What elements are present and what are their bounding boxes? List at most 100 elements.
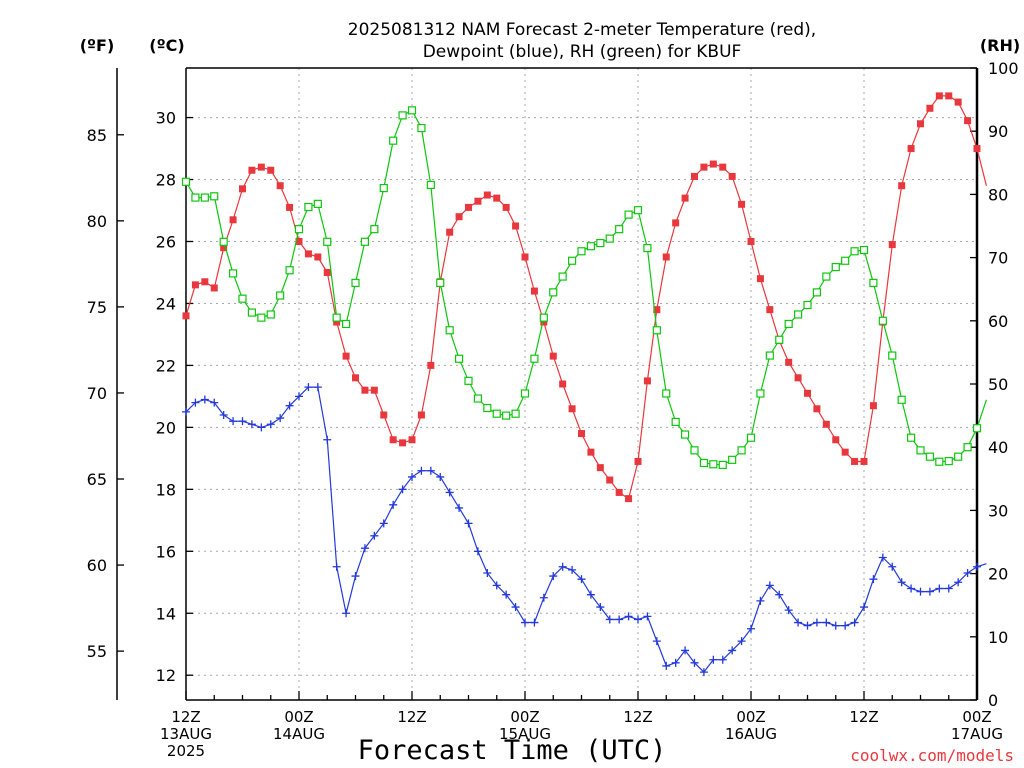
x-tick-label: 00Z bbox=[736, 708, 765, 726]
data-point bbox=[210, 398, 219, 407]
data-point bbox=[267, 166, 275, 174]
data-point bbox=[238, 417, 247, 426]
data-point bbox=[634, 615, 642, 624]
data-point bbox=[765, 351, 774, 360]
data-point bbox=[596, 603, 605, 612]
fahrenheit-unit-label: (ºF) bbox=[80, 36, 115, 55]
data-point bbox=[578, 430, 585, 438]
x-tick-label: 00Z bbox=[510, 708, 539, 726]
rh-tick-label: 50 bbox=[988, 375, 1008, 394]
data-point bbox=[652, 637, 661, 646]
data-point bbox=[671, 417, 680, 427]
data-point bbox=[370, 386, 378, 394]
grid-lines bbox=[186, 68, 977, 700]
data-point bbox=[691, 172, 698, 180]
data-point bbox=[200, 193, 209, 202]
data-point bbox=[436, 472, 445, 481]
data-point bbox=[765, 581, 774, 590]
data-point bbox=[379, 519, 388, 528]
data-point bbox=[709, 460, 718, 469]
celsius-tick-label: 30 bbox=[156, 109, 176, 128]
data-point bbox=[446, 228, 454, 236]
data-point bbox=[869, 575, 878, 584]
rh-tick-label: 20 bbox=[988, 565, 1008, 584]
data-point bbox=[512, 222, 520, 230]
celsius-tick-label: 28 bbox=[156, 171, 176, 190]
series-rh bbox=[181, 106, 987, 469]
data-point bbox=[276, 414, 285, 423]
data-point bbox=[850, 247, 859, 256]
data-point bbox=[304, 250, 312, 258]
data-point bbox=[897, 578, 906, 587]
fahrenheit-tick-label: 55 bbox=[87, 642, 107, 661]
data-point bbox=[219, 410, 228, 419]
data-point bbox=[935, 584, 944, 593]
data-point bbox=[323, 237, 332, 246]
data-point bbox=[785, 358, 793, 366]
data-point bbox=[954, 578, 963, 587]
x-tick-label: 00Z bbox=[284, 708, 313, 726]
data-point bbox=[681, 194, 689, 202]
data-point bbox=[436, 278, 445, 287]
data-point bbox=[841, 256, 850, 265]
data-point bbox=[568, 565, 577, 574]
data-point bbox=[539, 593, 548, 602]
data-point bbox=[474, 197, 482, 205]
data-point bbox=[898, 182, 906, 190]
data-point bbox=[700, 163, 708, 171]
data-point bbox=[417, 123, 426, 133]
data-point bbox=[539, 313, 548, 322]
data-point bbox=[718, 460, 727, 469]
data-point bbox=[257, 163, 265, 171]
x-axis-label: Forecast Time (UTC) bbox=[358, 735, 667, 766]
data-point bbox=[718, 655, 727, 664]
data-point bbox=[454, 354, 464, 363]
data-point bbox=[333, 318, 341, 326]
data-point bbox=[455, 503, 464, 512]
data-point bbox=[370, 531, 379, 540]
data-point bbox=[502, 590, 511, 599]
data-point bbox=[653, 306, 661, 314]
fahrenheit-tick-label: 85 bbox=[87, 126, 107, 145]
fahrenheit-tick-label: 80 bbox=[87, 212, 107, 231]
data-point bbox=[483, 568, 492, 577]
data-point bbox=[549, 288, 558, 297]
data-point bbox=[473, 547, 482, 556]
data-point bbox=[643, 377, 651, 385]
data-point bbox=[370, 225, 379, 234]
data-point bbox=[813, 405, 821, 413]
data-point bbox=[917, 120, 924, 128]
celsius-unit-label: (ºC) bbox=[149, 36, 184, 55]
data-point bbox=[294, 225, 304, 234]
data-point bbox=[511, 409, 520, 418]
data-point bbox=[511, 603, 520, 612]
data-point bbox=[502, 203, 510, 211]
rh-tick-label: 100 bbox=[988, 59, 1019, 78]
data-point bbox=[925, 587, 934, 596]
data-point bbox=[182, 312, 190, 320]
data-point bbox=[671, 658, 680, 667]
data-point bbox=[417, 466, 426, 475]
celsius-tick-label: 24 bbox=[156, 294, 176, 313]
data-point bbox=[210, 284, 218, 292]
series-line bbox=[185, 386, 987, 674]
data-point bbox=[615, 488, 623, 496]
data-point bbox=[615, 225, 624, 234]
data-point bbox=[295, 392, 303, 401]
data-point bbox=[634, 457, 642, 465]
x-tick-label: 17AUG bbox=[951, 725, 1003, 743]
data-point bbox=[794, 618, 803, 627]
x-tick-label: 00Z bbox=[962, 708, 991, 726]
data-point bbox=[313, 199, 322, 208]
data-point bbox=[662, 253, 670, 261]
data-point bbox=[304, 202, 313, 212]
data-point bbox=[483, 403, 492, 413]
data-point bbox=[229, 417, 238, 426]
data-point bbox=[766, 306, 774, 314]
data-point bbox=[247, 308, 257, 317]
data-point bbox=[521, 618, 529, 627]
data-point bbox=[878, 553, 887, 562]
data-point bbox=[822, 618, 831, 627]
data-point bbox=[784, 319, 793, 329]
data-point bbox=[737, 637, 746, 646]
